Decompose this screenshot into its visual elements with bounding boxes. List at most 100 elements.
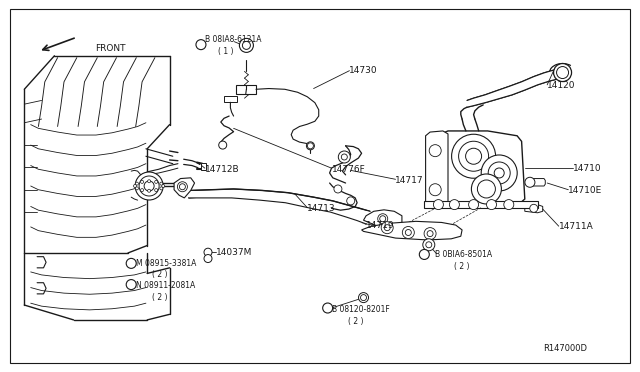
Circle shape [155,189,157,192]
Circle shape [358,293,369,302]
Polygon shape [364,210,402,228]
Circle shape [347,197,355,205]
Circle shape [196,40,206,49]
Text: FRONT: FRONT [95,44,125,53]
Text: ( 1 ): ( 1 ) [218,47,233,56]
Circle shape [134,185,136,187]
Text: 14719: 14719 [366,221,395,230]
Circle shape [239,38,253,52]
Text: 14710: 14710 [573,164,602,173]
Circle shape [424,228,436,240]
Text: ( 2 ): ( 2 ) [152,293,167,302]
Circle shape [378,214,388,224]
Circle shape [459,141,488,171]
Circle shape [488,162,510,184]
Circle shape [504,200,514,209]
Polygon shape [467,69,566,107]
Circle shape [136,182,138,185]
Circle shape [160,187,163,190]
Text: 14711A: 14711A [559,222,593,231]
Circle shape [334,185,342,193]
Circle shape [427,231,433,237]
Circle shape [429,145,441,157]
Circle shape [429,184,441,196]
Polygon shape [525,205,543,213]
Circle shape [380,216,386,222]
Circle shape [135,172,163,200]
Circle shape [177,182,188,192]
Circle shape [449,200,460,209]
Text: B 08120-8201F: B 08120-8201F [332,305,389,314]
Circle shape [405,230,412,235]
Circle shape [403,227,414,238]
Circle shape [155,180,157,183]
Circle shape [136,187,138,190]
Polygon shape [189,190,370,224]
Circle shape [468,200,479,209]
Text: 14712B: 14712B [205,165,239,174]
Text: 14037M: 14037M [216,248,253,257]
Circle shape [179,184,186,190]
Circle shape [307,142,314,150]
Circle shape [148,189,150,192]
Circle shape [341,154,348,160]
Circle shape [481,155,517,191]
Circle shape [384,225,390,231]
Polygon shape [424,201,538,208]
Text: 14713: 14713 [307,204,336,213]
Circle shape [494,168,504,178]
Polygon shape [426,131,448,208]
Text: B 0BIA6-8501A: B 0BIA6-8501A [435,250,492,259]
Circle shape [452,134,495,178]
Circle shape [126,259,136,268]
Circle shape [141,180,143,183]
Circle shape [477,180,495,198]
Polygon shape [528,179,545,186]
Circle shape [525,177,535,187]
Circle shape [307,143,314,149]
Polygon shape [224,96,237,102]
Circle shape [144,181,154,191]
Text: 14776F: 14776F [332,165,365,174]
Circle shape [419,250,429,259]
Text: ( 2 ): ( 2 ) [152,270,167,279]
Circle shape [360,295,367,301]
Polygon shape [174,178,195,198]
Circle shape [160,182,163,185]
Circle shape [323,303,333,313]
Circle shape [126,280,136,289]
Circle shape [381,222,393,234]
Circle shape [557,67,568,78]
Polygon shape [236,85,256,94]
Circle shape [162,185,164,187]
Circle shape [433,200,444,209]
Circle shape [204,248,212,256]
Circle shape [554,64,572,81]
Circle shape [148,180,150,183]
Polygon shape [362,221,462,240]
Text: 14730: 14730 [349,66,378,75]
Circle shape [530,204,538,212]
Text: R147000D: R147000D [543,344,587,353]
Text: ( 2 ): ( 2 ) [454,262,470,271]
Polygon shape [201,163,206,170]
Circle shape [486,200,497,209]
Text: 14717: 14717 [395,176,424,185]
Circle shape [141,189,143,192]
Polygon shape [434,131,525,206]
Circle shape [219,141,227,149]
Circle shape [204,254,212,263]
Circle shape [465,148,481,164]
Text: ( 2 ): ( 2 ) [348,317,363,326]
Circle shape [139,176,159,196]
Text: 14120: 14120 [547,81,576,90]
Circle shape [423,239,435,251]
Circle shape [243,41,250,49]
Circle shape [472,174,501,204]
Circle shape [426,242,432,248]
Text: 14710E: 14710E [568,186,603,195]
Text: B 08IA8-6121A: B 08IA8-6121A [205,35,261,44]
Text: N 08911-2081A: N 08911-2081A [136,281,196,290]
Text: M 08915-3381A: M 08915-3381A [136,259,196,268]
Circle shape [339,151,350,163]
